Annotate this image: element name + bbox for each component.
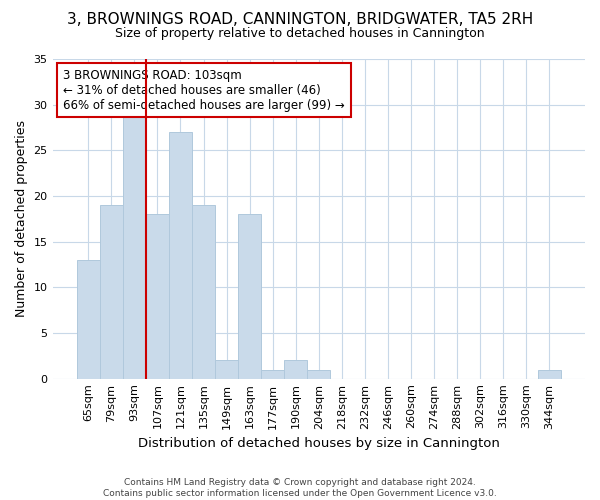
Bar <box>307 370 330 378</box>
Bar <box>261 370 284 378</box>
Text: Size of property relative to detached houses in Cannington: Size of property relative to detached ho… <box>115 28 485 40</box>
Bar <box>284 360 307 378</box>
Bar <box>215 360 238 378</box>
Text: Contains HM Land Registry data © Crown copyright and database right 2024.
Contai: Contains HM Land Registry data © Crown c… <box>103 478 497 498</box>
Bar <box>146 214 169 378</box>
Bar <box>77 260 100 378</box>
Bar <box>538 370 561 378</box>
Text: 3, BROWNINGS ROAD, CANNINGTON, BRIDGWATER, TA5 2RH: 3, BROWNINGS ROAD, CANNINGTON, BRIDGWATE… <box>67 12 533 28</box>
Y-axis label: Number of detached properties: Number of detached properties <box>15 120 28 318</box>
Bar <box>238 214 261 378</box>
Bar <box>192 205 215 378</box>
Bar <box>169 132 192 378</box>
X-axis label: Distribution of detached houses by size in Cannington: Distribution of detached houses by size … <box>138 437 500 450</box>
Text: 3 BROWNINGS ROAD: 103sqm
← 31% of detached houses are smaller (46)
66% of semi-d: 3 BROWNINGS ROAD: 103sqm ← 31% of detach… <box>63 68 345 112</box>
Bar <box>123 114 146 378</box>
Bar <box>100 205 123 378</box>
